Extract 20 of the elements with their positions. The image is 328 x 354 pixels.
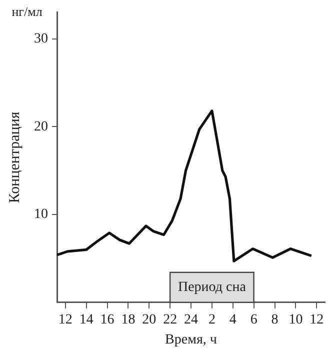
y-tick-label: 30	[34, 31, 48, 46]
x-tick-label: 20	[142, 312, 156, 328]
x-tick-label: 24	[184, 312, 198, 328]
text: нг/мл	[12, 4, 43, 19]
x-axis-title: Время, ч	[165, 332, 217, 348]
y-axis-title: Концентрация	[6, 112, 23, 204]
x-tick-label: 6	[250, 312, 258, 328]
y-tick-label: 10	[34, 207, 48, 222]
x-tick-label: 8	[271, 312, 278, 328]
x-tick-label: 12	[58, 312, 72, 328]
x-tick-label: 16	[100, 312, 114, 328]
x-tick-label: 2	[208, 312, 216, 328]
y-tick-label: 20	[34, 119, 48, 134]
band-label: Период сна	[178, 280, 247, 296]
x-tick-label: 22	[163, 312, 178, 328]
x-tick-label: 10	[288, 312, 303, 328]
x-tick-label: 4	[229, 312, 236, 328]
x-tick-label: 18	[121, 312, 136, 328]
x-tick-label: 14	[79, 312, 94, 328]
x-tick-label: 12	[310, 312, 324, 328]
